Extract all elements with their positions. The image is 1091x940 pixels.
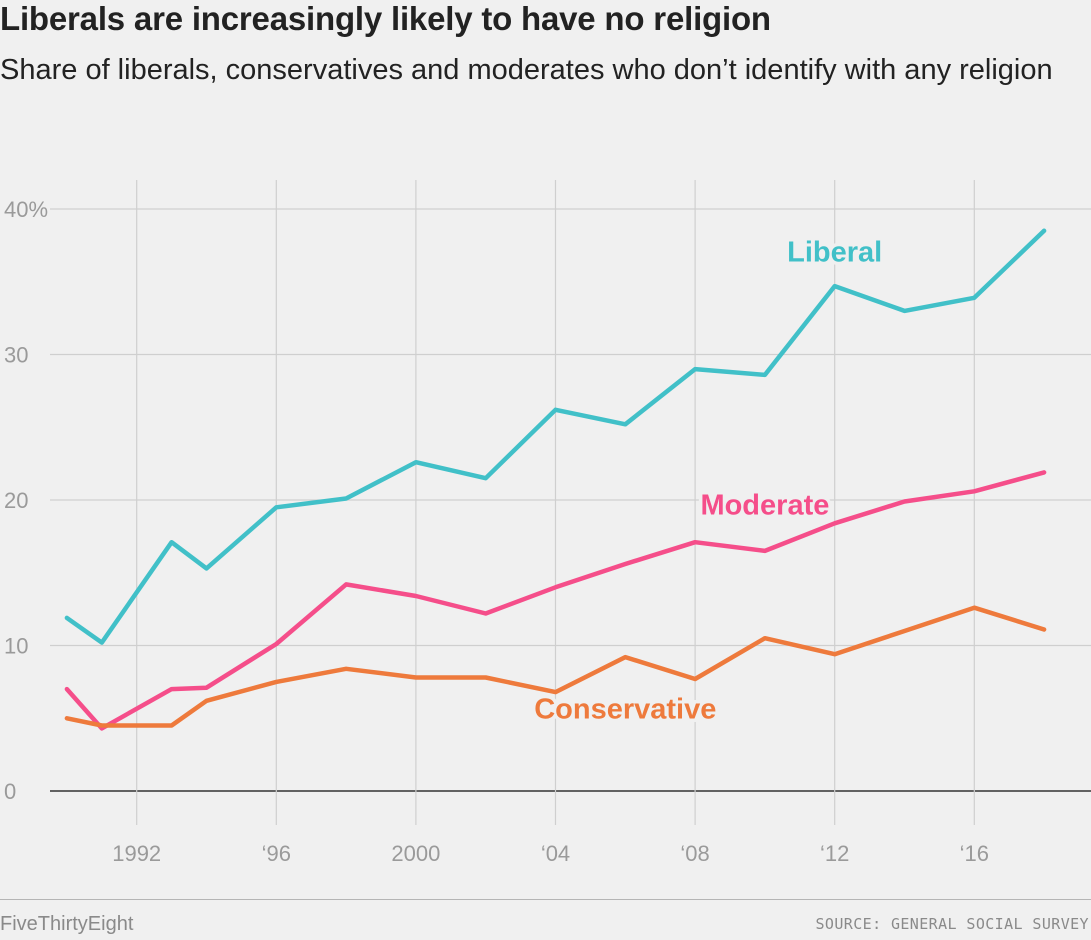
series-line-liberal (64, 228, 1047, 645)
gridlines (50, 180, 1091, 825)
source-note: SOURCE: GENERAL SOCIAL SURVEY (815, 915, 1089, 933)
y-tick-label: 30 (4, 343, 28, 368)
x-tick-label: 2000 (391, 841, 440, 866)
axis-ticks: 0 10 20 30 40% 1992 ‘96 2000 ‘04 ‘08 ‘12 ‘16 (4, 197, 989, 866)
footer-divider (0, 899, 1091, 900)
series-label-conservative: Conservative (534, 693, 716, 725)
x-tick-label: 1992 (112, 841, 161, 866)
x-tick-label: ‘96 (262, 841, 291, 866)
series-line-conservative (64, 605, 1047, 728)
y-tick-label: 40% (4, 197, 48, 222)
series-label-liberal: Liberal (787, 236, 882, 268)
x-tick-label: ‘08 (680, 841, 709, 866)
chart-title: Liberals are increasingly likely to have… (0, 0, 771, 37)
chart-subtitle: Share of liberals, conservatives and mod… (0, 54, 1053, 86)
y-tick-label: 20 (4, 488, 28, 513)
series-label-moderate: Moderate (700, 490, 829, 522)
x-tick-label: ‘04 (541, 841, 570, 866)
x-tick-label: ‘12 (820, 841, 849, 866)
brand-logo-text: FiveThirtyEight (0, 913, 134, 935)
x-tick-label: ‘16 (960, 841, 989, 866)
series-lines (64, 228, 1047, 731)
y-tick-label: 0 (4, 779, 16, 804)
series-line-moderate (64, 470, 1047, 731)
line-chart: 0 10 20 30 40% 1992 ‘96 2000 ‘04 ‘08 ‘12 ‘16 Libera… (4, 180, 1091, 866)
series-labels: Liberal Moderate Conservative (531, 233, 886, 729)
y-tick-label: 10 (4, 634, 28, 659)
